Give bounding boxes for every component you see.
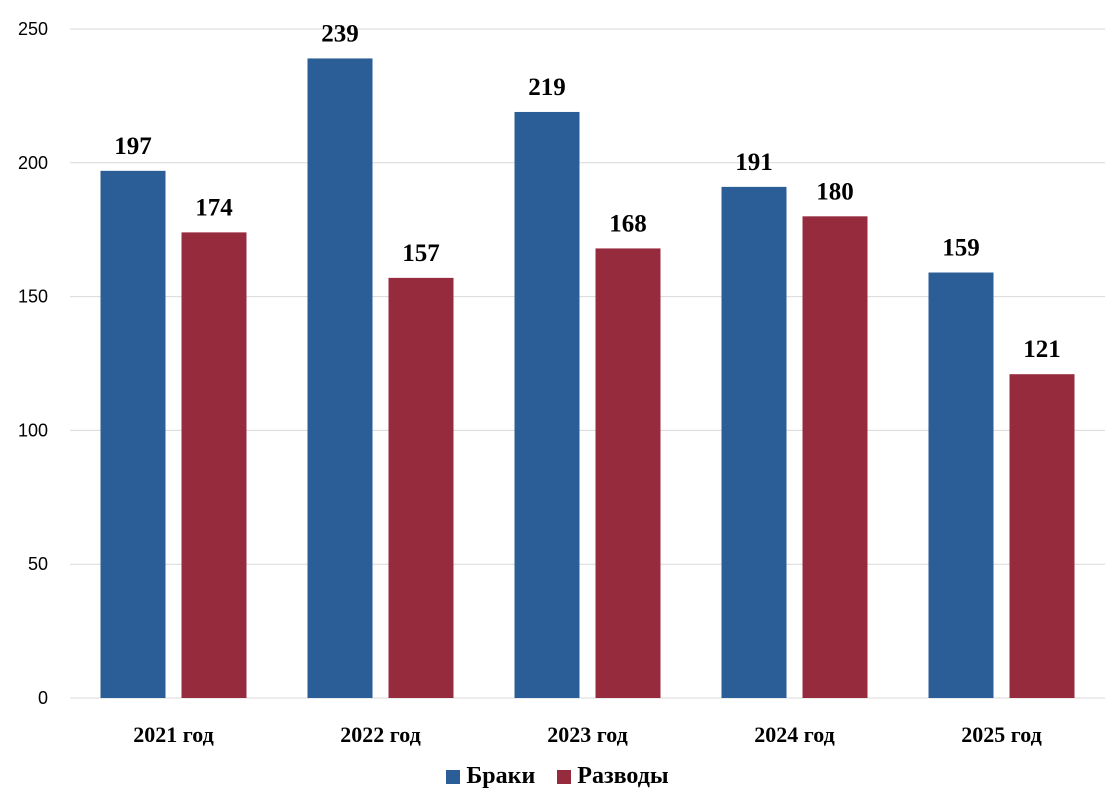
bar-series-2 [802,216,868,698]
legend-swatch-series-1 [446,769,461,784]
y-tick-label: 200 [18,153,48,173]
x-tick-label: 2023 год [547,722,627,747]
bar-series-2 [1009,374,1075,698]
x-axis-ticks: 2021 год 2022 год 2023 год 2024 год 2025 год [133,722,1041,747]
bar-series-1 [721,186,787,698]
bar-series-2 [388,277,454,698]
y-tick-label: 100 [18,420,48,440]
bar-series-1 [514,111,580,699]
bars [100,58,1075,699]
data-label: 121 [1023,336,1061,363]
y-tick-label: 250 [18,19,48,39]
legend: Браки Разводы [0,763,1115,790]
data-label: 174 [195,194,233,221]
data-label: 191 [735,149,773,176]
data-label: 180 [816,178,854,205]
x-tick-label: 2022 год [340,722,420,747]
x-tick-label: 2024 год [754,722,834,747]
legend-label-series-2: Разводы [577,763,669,789]
legend-item-series-1: Браки [446,763,535,790]
y-tick-label: 50 [28,554,48,574]
y-tick-label: 0 [38,688,48,708]
legend-item-series-2: Разводы [557,763,669,790]
y-tick-label: 150 [18,287,48,307]
bar-series-1 [307,58,373,699]
x-tick-label: 2021 год [133,722,213,747]
legend-swatch-series-2 [557,769,572,784]
data-label: 219 [528,74,566,101]
bar-series-2 [181,232,247,698]
data-label: 157 [402,240,440,267]
data-label: 197 [114,133,152,160]
bar-series-1 [928,272,994,698]
y-axis-ticks: 0 50 100 150 200 250 [18,19,48,708]
legend-label-series-1: Браки [466,763,536,789]
bar-series-1 [100,170,166,698]
data-label: 168 [609,210,647,237]
data-labels: 197 174 239 157 219 168 191 180 159 121 [114,20,1061,363]
data-label: 159 [942,235,980,262]
bar-series-2 [595,248,661,698]
data-label: 239 [321,20,359,47]
x-tick-label: 2025 год [961,722,1041,747]
